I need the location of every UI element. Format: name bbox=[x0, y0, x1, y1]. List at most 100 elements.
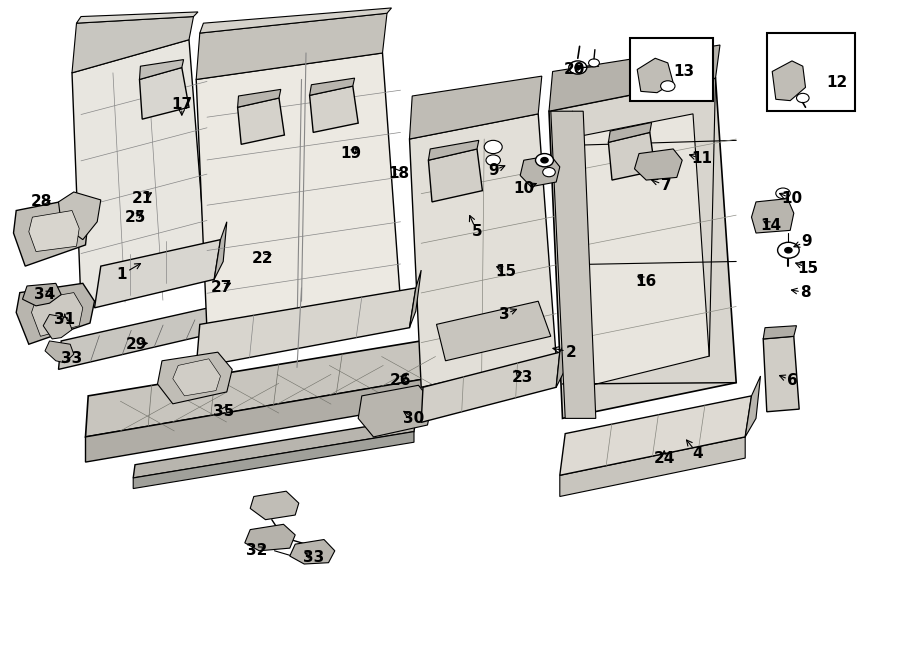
Circle shape bbox=[589, 59, 599, 67]
Text: 12: 12 bbox=[826, 75, 848, 90]
Polygon shape bbox=[14, 199, 88, 266]
Polygon shape bbox=[434, 338, 443, 402]
Polygon shape bbox=[86, 377, 434, 462]
Circle shape bbox=[575, 66, 580, 70]
Text: 19: 19 bbox=[340, 146, 362, 161]
Circle shape bbox=[661, 81, 675, 91]
Text: 16: 16 bbox=[635, 274, 657, 289]
Polygon shape bbox=[421, 352, 560, 422]
Text: 22: 22 bbox=[252, 251, 274, 265]
Polygon shape bbox=[214, 222, 227, 279]
Polygon shape bbox=[140, 68, 189, 119]
Polygon shape bbox=[410, 270, 421, 328]
Polygon shape bbox=[94, 240, 220, 308]
Text: 26: 26 bbox=[390, 373, 411, 388]
Text: 4: 4 bbox=[692, 446, 703, 461]
Polygon shape bbox=[572, 114, 709, 387]
Polygon shape bbox=[436, 301, 551, 361]
Text: 9: 9 bbox=[488, 164, 499, 178]
Polygon shape bbox=[86, 338, 441, 437]
Polygon shape bbox=[556, 334, 569, 387]
Polygon shape bbox=[763, 326, 796, 339]
Polygon shape bbox=[250, 491, 299, 520]
Polygon shape bbox=[560, 396, 751, 475]
Polygon shape bbox=[22, 283, 61, 306]
Text: 8: 8 bbox=[800, 285, 811, 300]
Polygon shape bbox=[45, 341, 74, 363]
Text: 32: 32 bbox=[246, 544, 267, 558]
Circle shape bbox=[543, 167, 555, 177]
Text: 27: 27 bbox=[211, 281, 232, 295]
Text: 25: 25 bbox=[124, 210, 146, 224]
Text: 33: 33 bbox=[61, 352, 83, 366]
Circle shape bbox=[484, 140, 502, 154]
Circle shape bbox=[785, 248, 792, 253]
Polygon shape bbox=[745, 376, 760, 437]
Text: 2: 2 bbox=[566, 345, 577, 359]
Polygon shape bbox=[43, 314, 72, 339]
Polygon shape bbox=[637, 58, 673, 93]
Bar bbox=[767, 33, 855, 111]
Polygon shape bbox=[200, 8, 392, 33]
Text: 35: 35 bbox=[212, 404, 234, 419]
Text: 28: 28 bbox=[31, 195, 52, 209]
Text: 5: 5 bbox=[472, 224, 482, 239]
Circle shape bbox=[541, 158, 548, 163]
Polygon shape bbox=[133, 432, 414, 489]
Polygon shape bbox=[76, 12, 198, 23]
Polygon shape bbox=[58, 305, 223, 369]
Text: 33: 33 bbox=[302, 550, 324, 565]
Circle shape bbox=[776, 188, 790, 199]
Polygon shape bbox=[173, 359, 220, 396]
Text: 15: 15 bbox=[495, 264, 517, 279]
Polygon shape bbox=[752, 199, 794, 233]
Polygon shape bbox=[520, 156, 560, 187]
Text: 7: 7 bbox=[661, 178, 671, 193]
Circle shape bbox=[536, 154, 554, 167]
Polygon shape bbox=[290, 540, 335, 564]
Text: 10: 10 bbox=[513, 181, 535, 196]
Polygon shape bbox=[608, 122, 652, 142]
Polygon shape bbox=[428, 149, 482, 202]
Text: 10: 10 bbox=[781, 191, 803, 206]
Text: 11: 11 bbox=[691, 152, 713, 166]
Polygon shape bbox=[551, 111, 596, 418]
Polygon shape bbox=[428, 140, 479, 160]
Polygon shape bbox=[549, 45, 720, 111]
Text: 13: 13 bbox=[673, 64, 695, 79]
Polygon shape bbox=[410, 114, 556, 387]
Text: 34: 34 bbox=[34, 287, 56, 302]
Polygon shape bbox=[196, 13, 387, 79]
Polygon shape bbox=[29, 211, 79, 252]
Polygon shape bbox=[560, 437, 745, 496]
Polygon shape bbox=[58, 192, 101, 240]
Polygon shape bbox=[549, 78, 736, 418]
Text: 31: 31 bbox=[54, 312, 76, 326]
Circle shape bbox=[796, 93, 809, 103]
Circle shape bbox=[486, 155, 500, 166]
Text: 17: 17 bbox=[171, 97, 193, 112]
Polygon shape bbox=[410, 76, 542, 139]
Polygon shape bbox=[158, 352, 232, 404]
Polygon shape bbox=[133, 418, 416, 478]
Text: 21: 21 bbox=[131, 191, 153, 206]
Polygon shape bbox=[196, 53, 400, 331]
Text: 15: 15 bbox=[797, 261, 819, 275]
Text: 29: 29 bbox=[126, 337, 148, 352]
Polygon shape bbox=[772, 61, 806, 101]
Text: 14: 14 bbox=[760, 218, 781, 232]
Polygon shape bbox=[608, 132, 655, 180]
Polygon shape bbox=[245, 524, 295, 551]
Text: 9: 9 bbox=[801, 234, 812, 249]
Polygon shape bbox=[72, 17, 194, 73]
Polygon shape bbox=[238, 89, 281, 107]
Text: 1: 1 bbox=[116, 267, 127, 282]
Polygon shape bbox=[310, 78, 355, 95]
Circle shape bbox=[778, 242, 799, 258]
Polygon shape bbox=[238, 98, 284, 144]
Text: 3: 3 bbox=[499, 307, 509, 322]
Polygon shape bbox=[358, 385, 432, 437]
Polygon shape bbox=[32, 293, 83, 336]
Text: 30: 30 bbox=[403, 411, 425, 426]
Polygon shape bbox=[310, 86, 358, 132]
